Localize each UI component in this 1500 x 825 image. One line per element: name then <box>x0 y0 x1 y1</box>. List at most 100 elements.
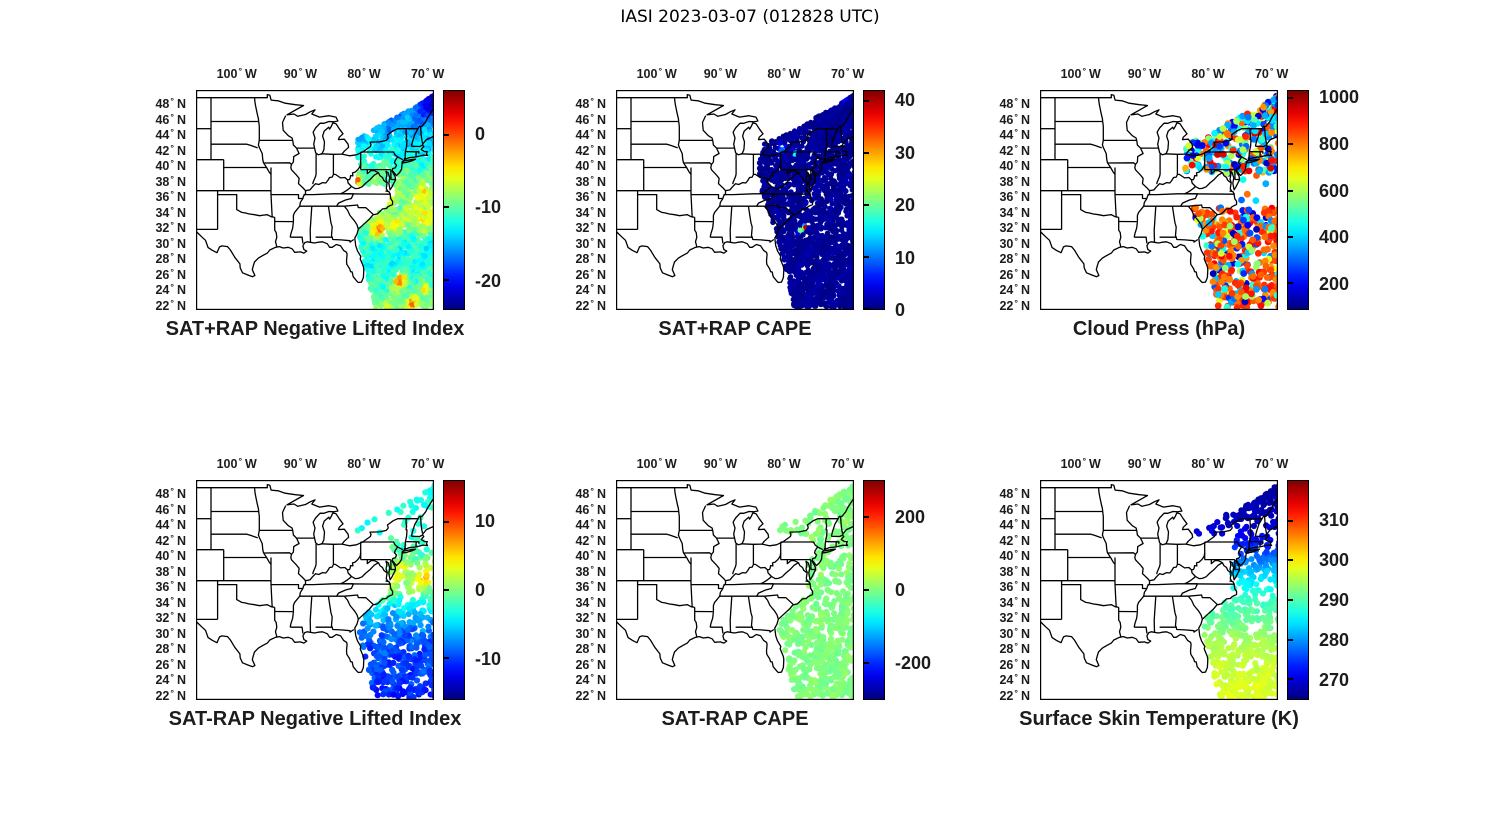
lat-tick-value: 48 <box>999 487 1014 502</box>
lat-tick-suffix: N <box>176 688 186 703</box>
lat-tick-label: 36° N <box>140 579 186 596</box>
degree-symbol: ° <box>1014 173 1018 184</box>
lat-tick-suffix: N <box>176 205 186 220</box>
lat-tick-value: 24 <box>575 283 590 298</box>
lat-tick-value: 26 <box>999 657 1014 672</box>
lat-tick-label: 34° N <box>560 594 606 612</box>
lon-tick-label: 80° W <box>1175 66 1241 83</box>
lon-tick-label: 90° W <box>1111 66 1177 83</box>
lat-tick-label: 42° N <box>560 143 606 160</box>
lat-tick-label: 26° N <box>560 266 606 284</box>
degree-symbol: ° <box>590 251 594 262</box>
colorbar-tick-label: 0 <box>475 580 486 600</box>
lat-tick-label: 24° N <box>560 282 606 299</box>
lat-tick-label: 30° N <box>560 626 606 643</box>
lat-tick-value: 34 <box>155 205 170 220</box>
lat-tick-label: 48° N <box>560 486 606 503</box>
lon-tick-suffix: W <box>725 67 738 81</box>
degree-symbol: ° <box>590 266 594 277</box>
lat-tick-suffix: N <box>176 564 186 579</box>
panel-title-sat-minus-rap-cape: SAT-RAP CAPE <box>661 708 809 730</box>
lon-tick-value: 100 <box>1060 67 1082 81</box>
lat-tick-value: 28 <box>575 642 590 657</box>
lat-tick-label: 24° N <box>560 672 606 689</box>
lat-tick-label: 32° N <box>140 610 186 627</box>
lat-tick-label: 42° N <box>984 533 1030 550</box>
lat-tick-suffix: N <box>596 205 606 220</box>
state-boundaries <box>196 93 434 284</box>
lat-tick-value: 34 <box>575 205 590 220</box>
lon-tick-value: 80 <box>1191 67 1206 81</box>
lat-tick-suffix: N <box>1020 626 1030 641</box>
lat-tick-label: 40° N <box>560 548 606 565</box>
lat-tick-suffix: N <box>1020 611 1030 626</box>
lat-tick-label: 28° N <box>140 641 186 658</box>
lat-tick-suffix: N <box>596 611 606 626</box>
degree-symbol: ° <box>170 610 174 621</box>
lat-tick-label: 44° N <box>560 127 606 144</box>
colorbar-tick-mark <box>444 520 449 523</box>
lat-tick-value: 42 <box>999 143 1014 158</box>
map-frame <box>616 480 854 700</box>
lat-tick-value: 36 <box>575 580 590 595</box>
degree-symbol: ° <box>590 297 594 308</box>
colorbar-tick-label: 200 <box>1319 274 1350 295</box>
degree-symbol: ° <box>1014 486 1018 497</box>
lat-tick-suffix: N <box>176 487 186 502</box>
lat-tick-suffix: N <box>1020 518 1030 533</box>
degree-symbol: ° <box>1014 235 1018 246</box>
lat-tick-suffix: N <box>176 112 186 127</box>
lon-tick-suffix: W <box>665 457 677 471</box>
colorbar-tick-label: 290 <box>1319 590 1350 610</box>
lon-tick-value: 80 <box>767 67 782 81</box>
colorbar-tick-mark <box>1288 638 1293 641</box>
colorbar-tick-mark <box>864 152 869 155</box>
lat-tick-suffix: N <box>1020 205 1030 220</box>
lat-tick-suffix: N <box>596 673 606 688</box>
lat-tick-label: 34° N <box>140 595 186 612</box>
colorbar-tick-label: 20 <box>895 195 916 216</box>
lat-tick-suffix: N <box>596 236 606 251</box>
lat-tick-suffix: N <box>1020 502 1030 517</box>
lon-tick-label: 70° W <box>815 66 881 83</box>
lon-tick-suffix: W <box>1089 457 1101 471</box>
lat-tick-label: 26° N <box>560 657 606 674</box>
degree-symbol: ° <box>170 142 174 153</box>
lat-tick-suffix: N <box>596 143 606 158</box>
lat-tick-label: 26° N <box>984 657 1030 674</box>
lat-tick-suffix: N <box>1020 564 1030 579</box>
map-plot-sat-plus-rap-cape <box>616 90 854 310</box>
map-frame <box>196 480 434 700</box>
lon-tick-value: 70 <box>1254 457 1269 471</box>
lat-tick-label: 32° N <box>140 220 186 237</box>
map-frame <box>1040 480 1278 700</box>
degree-symbol: ° <box>170 266 174 277</box>
degree-symbol: ° <box>590 610 594 621</box>
panel-title-sat-plus-rap-negative-lifted-index: SAT+RAP Negative Lifted Index <box>165 318 465 340</box>
lon-tick-suffix: W <box>852 67 865 81</box>
lat-tick-value: 32 <box>999 221 1014 236</box>
scatter-points <box>776 481 854 700</box>
lat-tick-suffix: N <box>1020 688 1030 703</box>
degree-symbol: ° <box>590 594 594 605</box>
degree-symbol: ° <box>1014 142 1018 153</box>
degree-symbol: ° <box>170 189 174 200</box>
lon-tick-suffix: W <box>368 457 381 471</box>
colorbar-tick-mark <box>444 278 449 281</box>
map-frame <box>1040 90 1278 310</box>
lat-tick-value: 48 <box>155 487 170 502</box>
lat-tick-suffix: N <box>596 518 606 533</box>
colorbar-tick-mark <box>444 206 449 209</box>
degree-symbol: ° <box>658 66 663 76</box>
lon-tick-label: 80° W <box>751 456 817 473</box>
degree-symbol: ° <box>1014 282 1018 293</box>
degree-symbol: ° <box>718 66 723 76</box>
lon-tick-value: 90 <box>703 67 718 81</box>
lat-tick-suffix: N <box>176 283 186 298</box>
lat-tick-suffix: N <box>1020 128 1030 143</box>
degree-symbol: ° <box>1206 456 1210 466</box>
lat-tick-suffix: N <box>176 128 186 143</box>
lat-tick-value: 42 <box>155 143 170 158</box>
map-plot-cloud-press <box>1040 90 1278 310</box>
degree-symbol: ° <box>170 687 174 698</box>
